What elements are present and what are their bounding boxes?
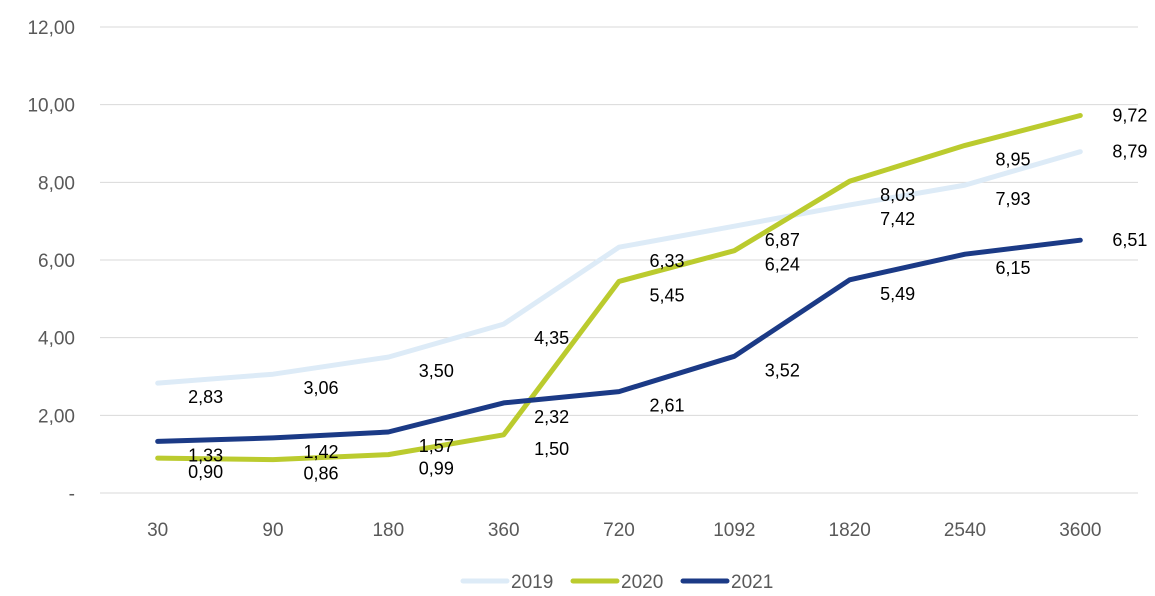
- data-label-2020: 0,90: [188, 462, 223, 482]
- x-tick-label: 1820: [829, 520, 871, 541]
- x-tick-label: 180: [372, 520, 404, 541]
- y-axis-ticks: - 2,00 4,00 6,00 8,00 10,00 12,00: [27, 18, 75, 505]
- legend-label-2020: 2020: [621, 572, 663, 593]
- data-label-2019: 2,83: [188, 387, 223, 407]
- data-label-2019: 7,42: [880, 209, 915, 229]
- y-tick-label: -: [69, 484, 75, 505]
- y-tick-label: 6,00: [38, 251, 75, 272]
- data-label-2020: 1,50: [534, 439, 569, 459]
- legend-label-2021: 2021: [731, 572, 773, 593]
- y-tick-label: 10,00: [27, 96, 75, 117]
- x-tick-label: 2540: [944, 520, 986, 541]
- x-tick-label: 360: [488, 520, 520, 541]
- data-label-2019: 6,87: [765, 230, 800, 250]
- y-tick-label: 12,00: [27, 18, 75, 39]
- series-line-2019: [155, 149, 1083, 386]
- y-tick-label: 2,00: [38, 406, 75, 427]
- data-label-2019: 8,79: [1112, 142, 1147, 162]
- x-tick-label: 3600: [1059, 520, 1101, 541]
- data-label-2020: 8,95: [995, 149, 1030, 169]
- data-label-2020: 6,24: [765, 255, 800, 275]
- data-label-2019: 4,35: [534, 328, 569, 348]
- data-label-2021: 1,42: [303, 442, 338, 462]
- legend: 2019 2020 2021: [460, 572, 773, 593]
- data-label-2021: 6,51: [1112, 230, 1147, 250]
- y-tick-label: 4,00: [38, 329, 75, 350]
- data-label-2019: 3,06: [303, 378, 338, 398]
- x-axis-ticks: 30 90 180 360 720 1092 1820 2540 3600: [147, 520, 1101, 541]
- series-line-2021: [155, 237, 1083, 444]
- gridlines: [100, 26, 1138, 494]
- data-label-2020: 5,45: [649, 285, 684, 305]
- x-tick-label: 720: [603, 520, 635, 541]
- data-label-2019: 6,33: [649, 251, 684, 271]
- data-label-2019: 3,50: [419, 361, 454, 381]
- data-label-2020: 0,86: [303, 464, 338, 484]
- series-line-2020: [155, 113, 1083, 463]
- data-label-2021: 1,33: [188, 445, 223, 465]
- data-label-2020: 9,72: [1112, 106, 1147, 126]
- y-tick-label: 8,00: [38, 173, 75, 194]
- data-label-2021: 5,49: [880, 284, 915, 304]
- x-tick-label: 90: [262, 520, 283, 541]
- data-label-2021: 1,57: [419, 436, 454, 456]
- x-tick-label: 30: [147, 520, 168, 541]
- x-tick-label: 1092: [713, 520, 755, 541]
- data-label-2019: 7,93: [995, 189, 1030, 209]
- data-label-2021: 2,61: [649, 396, 684, 416]
- data-labels: 2,83 3,06 3,50 4,35 6,33 6,87 7,42 7,93 8,79 0,90…: [188, 106, 1147, 484]
- data-label-2020: 8,03: [880, 185, 915, 205]
- legend-label-2019: 2019: [511, 572, 553, 593]
- data-label-2021: 6,15: [995, 258, 1030, 278]
- data-label-2021: 2,32: [534, 407, 569, 427]
- data-label-2021: 3,52: [765, 360, 800, 380]
- series-lines: [155, 113, 1083, 463]
- data-label-2020: 0,99: [419, 459, 454, 479]
